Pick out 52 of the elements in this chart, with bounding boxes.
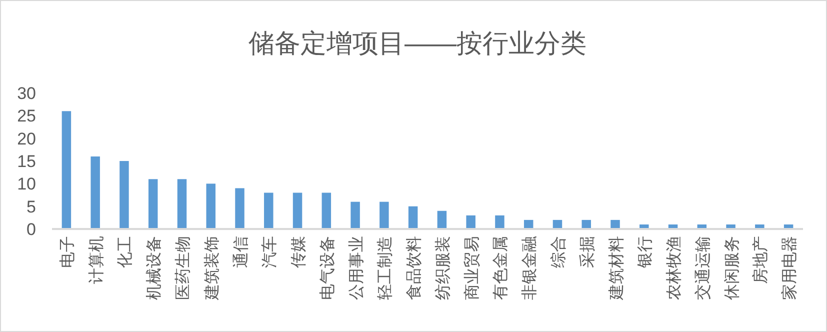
bar — [437, 210, 447, 229]
x-tick-label: 传媒 — [290, 236, 308, 268]
y-tick-label: 30 — [17, 84, 36, 103]
x-tick-label: 机械设备 — [145, 236, 164, 300]
y-tick-label: 25 — [17, 106, 36, 126]
bar — [582, 220, 591, 229]
y-tick-label: 15 — [17, 152, 36, 171]
x-tick-label: 纺织服装 — [434, 236, 452, 300]
x-tick-label: 轻工制造 — [376, 236, 394, 300]
x-tick-label: 电气设备 — [318, 236, 336, 300]
bar — [408, 206, 418, 229]
bar — [235, 188, 244, 229]
x-tick-label: 医药生物 — [174, 236, 192, 300]
chart-title: 储备定增项目——按行业分类 — [248, 28, 586, 58]
x-tick-label: 交通运输 — [694, 236, 712, 300]
bar — [610, 220, 620, 229]
x-tick-label: 商业贸易 — [462, 236, 481, 300]
x-tick-label: 银行 — [637, 236, 654, 269]
bar — [292, 192, 302, 229]
bar — [62, 111, 72, 229]
bar — [120, 161, 129, 229]
bar — [322, 192, 332, 229]
x-tick-label: 建筑材料 — [607, 236, 626, 301]
x-tick-label: 食品饮料 — [405, 236, 424, 300]
bar — [206, 184, 216, 229]
bar — [380, 202, 389, 229]
x-tick-label: 公用事业 — [347, 236, 366, 300]
x-tick-label: 采掘 — [578, 236, 596, 268]
x-tick-label: 汽车 — [260, 236, 279, 268]
x-tick-label: 化工 — [117, 236, 134, 268]
x-tick-label: 综合 — [549, 236, 568, 268]
bar — [495, 215, 504, 229]
y-tick-label: 5 — [26, 197, 36, 216]
x-tick-label: 通信 — [232, 236, 250, 268]
x-tick-label: 计算机 — [87, 236, 106, 284]
x-tick-label: 休闲服务 — [722, 236, 741, 300]
y-tick-label: 20 — [17, 129, 36, 148]
x-tick-label: 电子 — [58, 236, 76, 268]
bar — [90, 156, 100, 229]
x-tick-label: 非银金融 — [520, 236, 539, 300]
x-tick-label: 家用电器 — [780, 236, 799, 300]
x-tick-label: 有色金属 — [492, 236, 510, 300]
bar — [177, 179, 187, 229]
y-tick-label: 10 — [17, 174, 36, 194]
bar — [466, 215, 476, 229]
x-tick-label: 农林牧渔 — [665, 236, 684, 300]
y-tick-label: 0 — [26, 220, 36, 239]
bar — [264, 192, 274, 229]
bar — [350, 202, 360, 229]
x-tick-label: 房地产 — [752, 236, 770, 284]
x-tick-label: 建筑装饰 — [202, 236, 221, 301]
bar — [148, 179, 158, 229]
